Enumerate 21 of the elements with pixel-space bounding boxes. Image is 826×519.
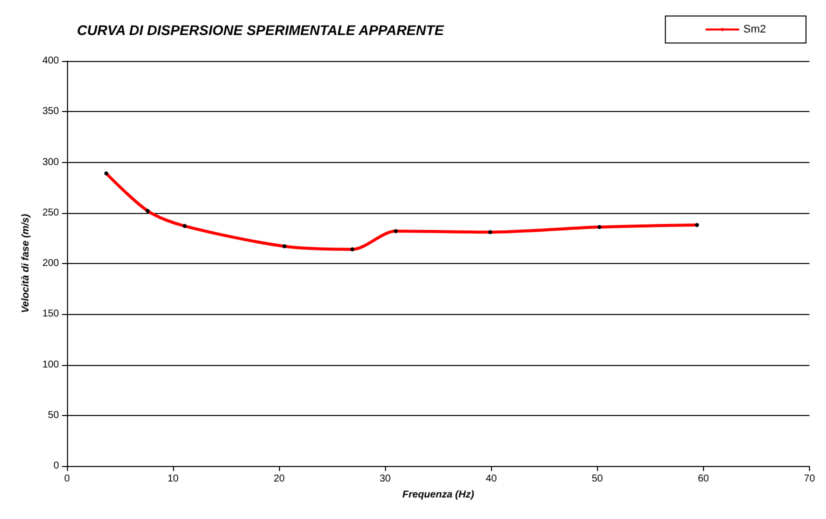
x-tick-label: 50 <box>592 474 604 484</box>
y-tick-label: 400 <box>42 56 60 66</box>
y-tick-label: 100 <box>42 359 60 370</box>
x-tick-label: 70 <box>804 474 816 484</box>
legend-label: Sm2 <box>743 24 766 36</box>
x-tick-label: 10 <box>168 474 180 484</box>
y-tick-label: 0 <box>53 460 60 472</box>
y-axis-title: Velocità di fase (m/s) <box>20 213 32 314</box>
y-tick-label: 250 <box>42 207 60 218</box>
y-tick-label: 200 <box>42 258 60 269</box>
x-tick-label: 20 <box>274 474 286 484</box>
y-tick-label: 50 <box>48 410 60 421</box>
x-tick-label: 60 <box>698 474 710 484</box>
x-axis-title: Frequenza (Hz) <box>402 490 475 500</box>
x-tick-label: 40 <box>486 474 498 484</box>
y-tick-label: 300 <box>42 156 60 168</box>
y-tick-label: 150 <box>42 308 60 320</box>
y-tick-label: 350 <box>42 106 60 118</box>
chart-title: CURVA DI DISPERSIONE SPERIMENTALE APPARENTE <box>77 22 445 38</box>
x-tick-label: 30 <box>380 474 392 484</box>
x-tick-label: 0 <box>64 474 70 484</box>
